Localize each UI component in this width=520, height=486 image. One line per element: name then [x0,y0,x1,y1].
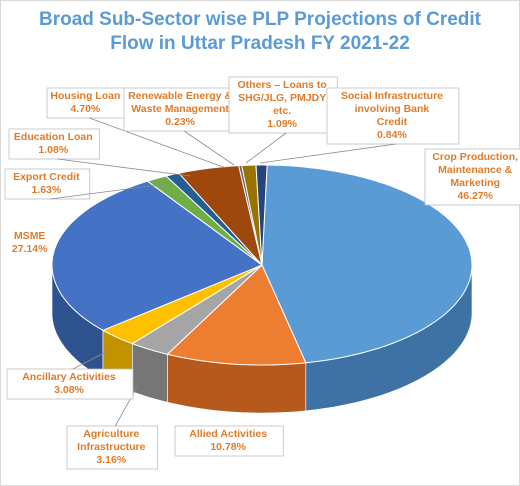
data-label-box-3 [6,368,134,400]
data-label-box-10 [326,87,460,145]
data-label-text-7: Housing Loan [50,90,120,102]
data-label-value-6: 1.08% [38,144,68,156]
pie-slice-10 [255,164,268,266]
pie-slice-3 [101,264,263,345]
data-label-text-0: Maintenance & [438,164,513,176]
data-label-0: Crop Production,Maintenance &Marketing46… [424,148,520,206]
pie-slice-0 [261,164,473,364]
data-labels: Crop Production,Maintenance &Marketing46… [4,76,520,470]
chart-title-line-2: Flow in Uttar Pradesh FY 2021-22 [110,33,410,54]
leader-line-7 [89,117,227,169]
data-label-text-8: Renewable Energy & [128,90,232,102]
leader-line-2 [114,384,139,427]
chart-title: Broad Sub-Sector wise PLP Projections of… [0,8,520,56]
data-label-box-0 [424,148,520,206]
pie-slices [51,164,473,366]
data-label-text-10: Social Infrastructure [341,90,443,102]
data-label-value-7: 4.70% [71,103,101,115]
data-label-value-1: 10.78% [210,441,246,453]
data-label-box-9 [228,76,338,134]
leader-line-8 [183,130,235,166]
data-label-value-2: 3.16% [96,454,126,466]
data-label-value-0: 46.27% [457,190,493,202]
data-label-text-2: Agriculture [83,428,139,440]
data-label-box-1 [174,425,284,457]
chart-title-line-1: Broad Sub-Sector wise PLP Projections of… [38,9,481,30]
leader-line-10 [259,143,396,164]
pie-slice-2 [131,264,263,355]
data-label-box-2 [66,425,158,470]
data-label-box-5 [4,168,91,200]
data-label-text-8: Waste Management [131,103,229,115]
data-label-text-4: MSME [14,230,46,242]
data-label-box-7 [46,87,127,119]
data-label-value-5: 1.63% [31,184,61,196]
data-label-text-0: Marketing [450,177,500,189]
data-label-value-3: 3.08% [54,384,84,396]
data-label-value-9: 1.09% [267,118,297,130]
data-label-box-6 [8,128,100,160]
leader-line-6 [57,158,191,177]
leader-line-5 [50,182,174,200]
data-label-text-10: Credit [377,116,408,128]
data-label-value-8: 0.23% [165,116,195,128]
data-label-text-0: Crop Production, [432,151,518,163]
data-label-text-9: Others – Loans to [238,79,327,91]
leader-line-3 [72,349,111,370]
data-label-text-5: Export Credit [13,171,80,183]
pie-slice-7 [177,165,263,267]
pie-slice-1 [166,264,307,366]
leader-line-9 [245,132,287,164]
data-label-value-4: 27.14% [12,243,48,255]
data-label-text-10: involving Bank [355,103,430,115]
data-label-text-9: etc. [273,105,291,117]
data-label-text-1: Allied Activities [189,428,267,440]
data-label-value-10: 0.84% [377,129,407,141]
data-label-text-9: SHG/JLG, PMJDY [238,92,326,104]
data-label-text-2: Infrastructure [77,441,145,453]
pie-slice-4 [51,180,264,331]
data-label-text-3: Ancillary Activities [22,371,116,383]
data-label-text-6: Education Loan [14,131,93,143]
